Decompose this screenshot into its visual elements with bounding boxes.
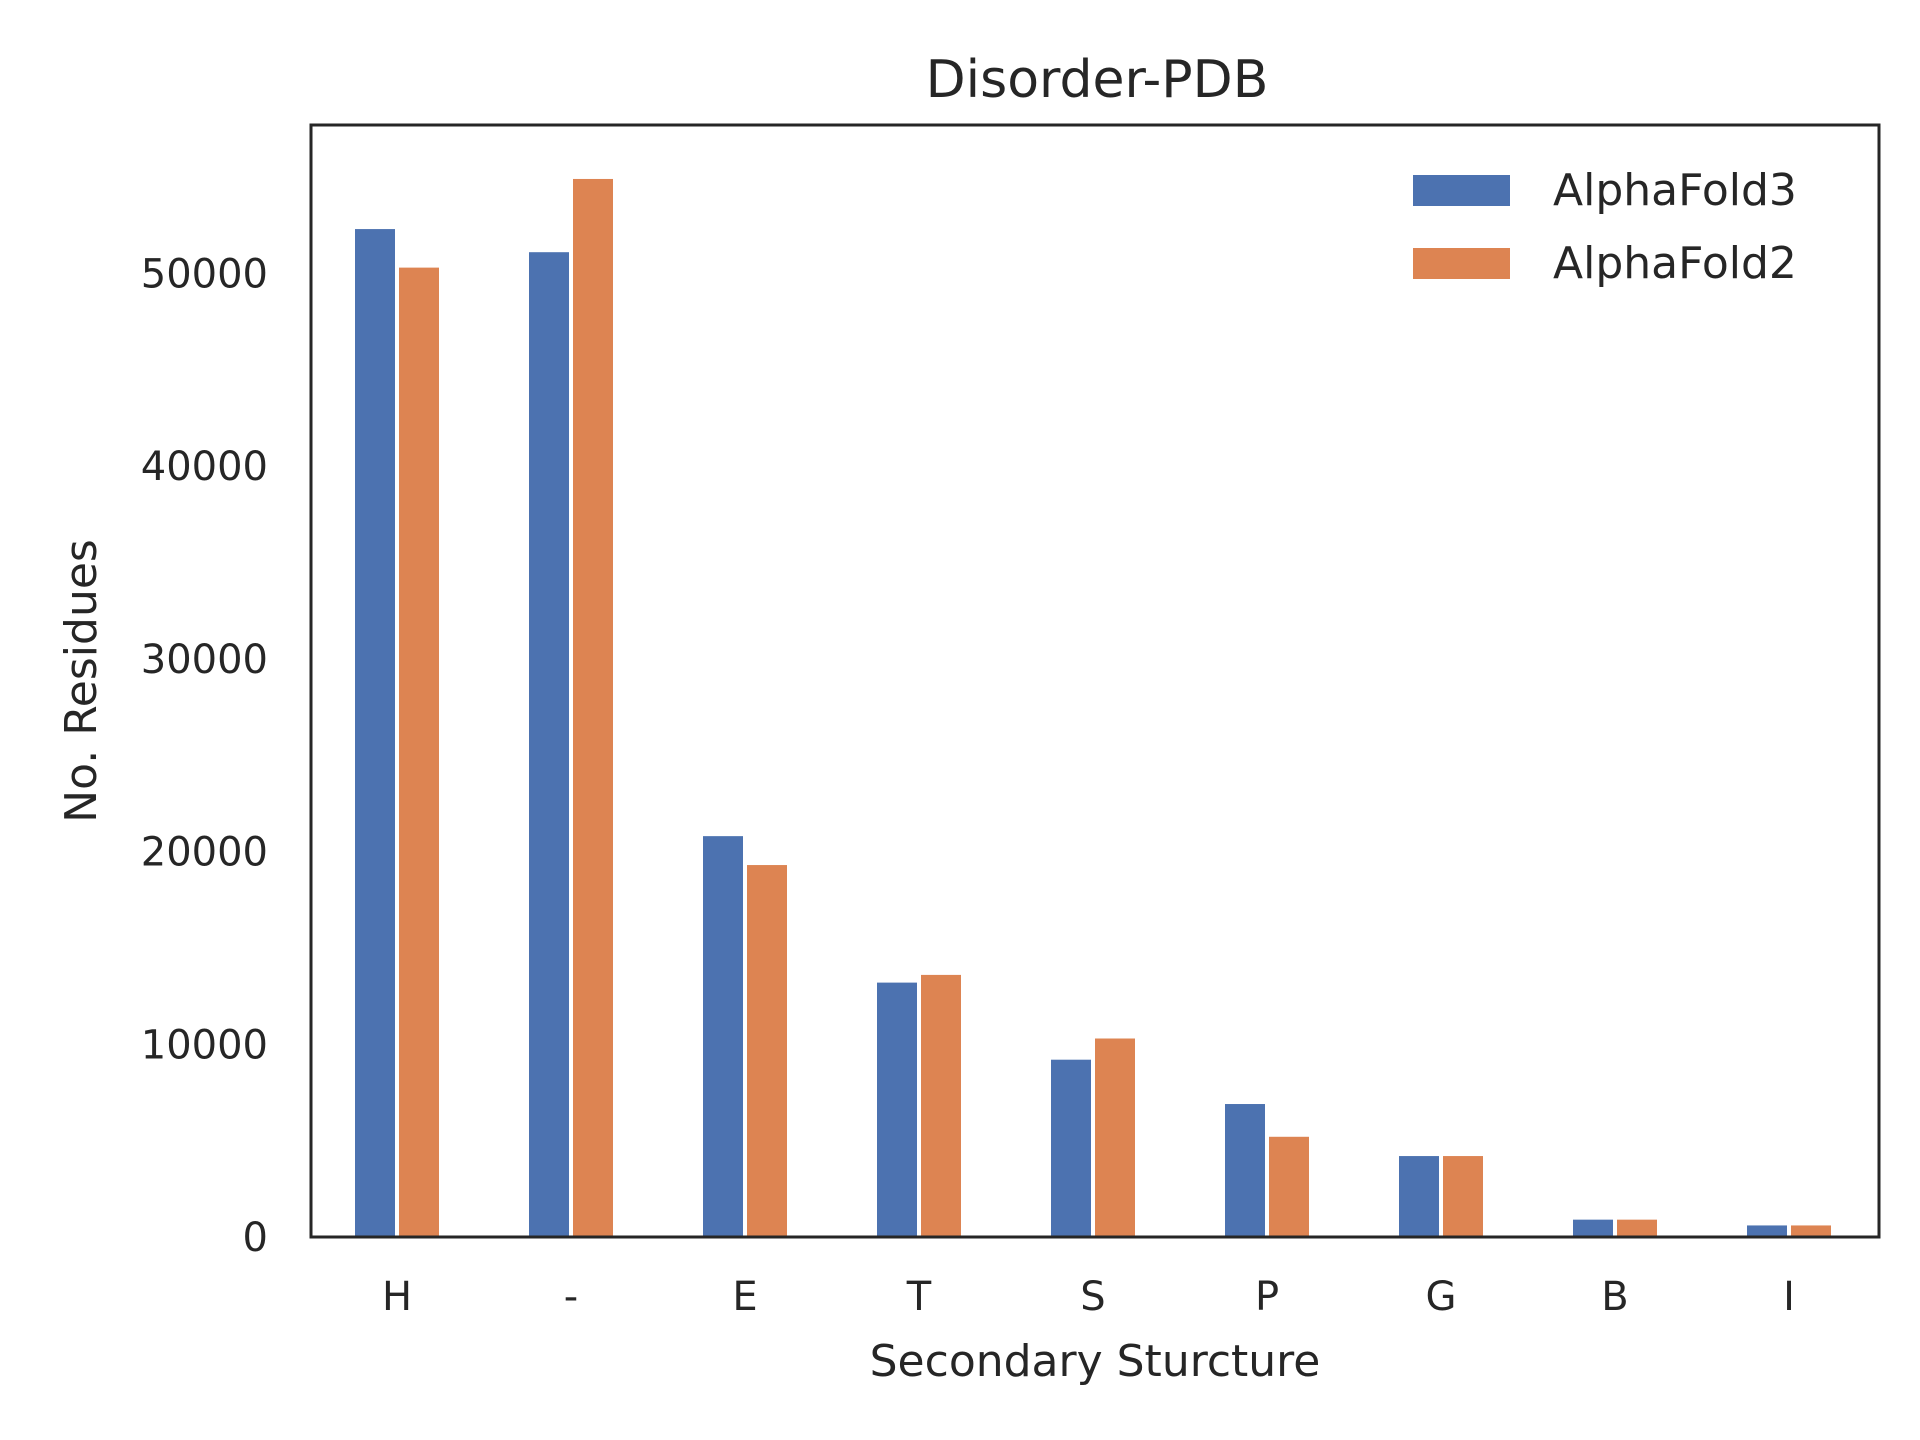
bars-group [355, 178, 1831, 1237]
x-tick-label: S [1080, 1274, 1105, 1320]
bar-alphafold2-4 [1095, 1038, 1135, 1237]
y-tick-label: 40000 [141, 444, 268, 490]
y-ticks-group: 0 10000 20000 30000 40000 50000 [141, 251, 268, 1261]
bar-alphafold2-2 [747, 865, 787, 1237]
bar-alphafold3-5 [1225, 1104, 1265, 1237]
legend-label-alphafold3: AlphaFold3 [1553, 165, 1797, 216]
bar-alphafold2-7 [1617, 1219, 1657, 1237]
y-tick-label: 50000 [141, 251, 268, 297]
bar-alphafold3-3 [877, 982, 917, 1237]
x-tick-label: E [732, 1274, 757, 1320]
x-tick-label: G [1426, 1274, 1457, 1320]
bar-alphafold2-6 [1443, 1156, 1483, 1237]
x-tick-label: B [1601, 1274, 1628, 1320]
chart-title: Disorder-PDB [926, 50, 1269, 110]
y-tick-label: 30000 [141, 637, 268, 683]
y-tick-label: 20000 [141, 830, 268, 876]
bar-alphafold3-6 [1399, 1156, 1439, 1237]
bar-alphafold2-0 [399, 267, 439, 1237]
x-tick-label: T [906, 1274, 932, 1320]
bar-alphafold2-1 [573, 178, 613, 1237]
y-axis-label: No. Residues [56, 539, 107, 823]
bar-alphafold2-3 [921, 974, 961, 1237]
bar-alphafold3-0 [355, 229, 395, 1237]
bar-alphafold3-8 [1747, 1225, 1787, 1237]
x-tick-label: P [1255, 1274, 1279, 1320]
legend-swatch-alphafold3 [1413, 175, 1510, 206]
bar-alphafold3-4 [1051, 1059, 1091, 1237]
bar-alphafold3-1 [529, 252, 569, 1237]
legend: AlphaFold3 AlphaFold2 [1413, 165, 1797, 289]
bar-alphafold3-7 [1573, 1219, 1613, 1237]
legend-swatch-alphafold2 [1413, 248, 1510, 279]
plot-frame [309, 123, 1881, 1239]
x-tick-label: H [382, 1274, 412, 1320]
x-axis-label: Secondary Sturcture [870, 1336, 1321, 1387]
x-tick-label: I [1783, 1274, 1795, 1320]
bar-alphafold3-2 [703, 836, 743, 1237]
y-tick-label: 10000 [141, 1022, 268, 1068]
legend-label-alphafold2: AlphaFold2 [1553, 238, 1797, 289]
y-tick-label: 0 [243, 1215, 268, 1261]
x-tick-label: - [564, 1274, 578, 1320]
bar-alphafold2-8 [1791, 1225, 1831, 1237]
bar-alphafold2-5 [1269, 1136, 1309, 1237]
